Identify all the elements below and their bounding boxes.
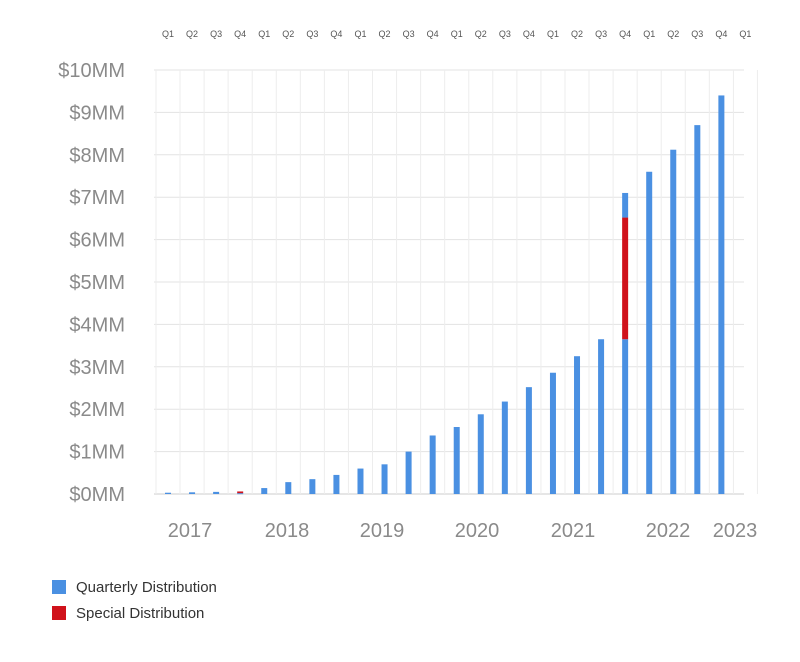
quarter-tick-label: Q3: [691, 29, 703, 39]
quarter-tick-label: Q3: [403, 29, 415, 39]
quarterly-distribution-bar: [381, 464, 388, 494]
quarterly-distribution-bar: [213, 491, 220, 494]
quarterly-distribution-bar: [477, 414, 484, 494]
quarterly-distribution-bar: [549, 372, 556, 494]
quarter-tick-label: Q3: [595, 29, 607, 39]
legend-swatch-special: [52, 606, 66, 620]
legend-item-special: Special Distribution: [52, 600, 217, 626]
y-tick-label: $10MM: [58, 60, 125, 82]
y-tick-label: $6MM: [69, 230, 125, 252]
y-tick-label: $9MM: [69, 102, 125, 124]
quarter-tick-label: Q1: [162, 29, 174, 39]
quarterly-distribution-bar: [165, 492, 171, 494]
quarterly-distribution-bar: [237, 493, 244, 495]
quarter-tick-label: Q1: [258, 29, 270, 39]
quarter-tick-label: Q4: [330, 29, 342, 39]
y-axis-labels: $0MM $1MM $2MM $3MM $4MM $5MM $6MM $7MM $8MM $9MM…: [58, 60, 125, 506]
quarter-tick-label: Q4: [619, 29, 631, 39]
quarterly-distribution-bar: [574, 356, 581, 494]
year-label: 2021: [551, 520, 596, 542]
legend-swatch-quarterly: [52, 580, 66, 594]
quarter-tick-label: Q3: [210, 29, 222, 39]
quarterly-distribution-bar: [718, 95, 725, 494]
year-label: 2022: [646, 520, 691, 542]
quarterly-distribution-bar: [333, 474, 340, 494]
quarterly-distribution-bar: [694, 125, 701, 495]
y-tick-label: $5MM: [69, 272, 125, 294]
year-label: 2018: [265, 520, 310, 542]
quarter-tick-label: Q1: [643, 29, 655, 39]
quarter-tick-label: Q1: [739, 29, 751, 39]
quarterly-distribution-bar: [285, 482, 292, 494]
y-tick-label: $3MM: [69, 357, 125, 379]
quarter-tick-label: Q4: [234, 29, 246, 39]
quarter-tick-label: Q3: [499, 29, 511, 39]
quarter-tick-label: Q4: [523, 29, 535, 39]
quarterly-distribution-bar: [429, 435, 436, 494]
y-tick-label: $7MM: [69, 187, 125, 209]
special-distribution-bar: [237, 491, 244, 494]
y-tick-label: $2MM: [69, 399, 125, 421]
quarterly-distribution-bar: [646, 171, 653, 494]
quarter-tick-label: Q4: [715, 29, 727, 39]
quarter-labels: Q1 Q2 Q3 Q4 Q1 Q2 Q3 Q4 Q1 Q2 Q3 Q4 Q1 Q2 Q3 Q4 Q1 Q2 Q3 Q4…: [162, 29, 751, 39]
quarter-tick-label: Q1: [354, 29, 366, 39]
quarterly-distribution-bar: [309, 479, 316, 494]
legend-label-quarterly: Quarterly Distribution: [76, 578, 217, 596]
y-tick-label: $1MM: [69, 442, 125, 464]
legend: Quarterly Distribution Special Distribut…: [52, 574, 217, 626]
y-tick-label: $8MM: [69, 145, 125, 167]
quarterly-distribution-bar: [525, 387, 532, 494]
quarterly-distribution-bar: [670, 149, 677, 494]
quarter-tick-label: Q2: [186, 29, 198, 39]
quarter-tick-label: Q3: [306, 29, 318, 39]
bars: [165, 95, 725, 495]
quarterly-distribution-bar: [405, 451, 412, 494]
distribution-chart: Q1 Q2 Q3 Q4 Q1 Q2 Q3 Q4 Q1 Q2 Q3 Q4 Q1 Q2 Q3 Q4 Q1 Q2 Q3 Q4…: [58, 29, 758, 542]
year-label: 2019: [360, 520, 405, 542]
quarterly-distribution-bar: [261, 488, 268, 494]
quarter-tick-label: Q1: [451, 29, 463, 39]
special-distribution-bar: [622, 217, 629, 340]
quarterly-distribution-bar: [501, 401, 508, 494]
grid-lines: [154, 69, 758, 495]
legend-label-special: Special Distribution: [76, 604, 205, 622]
quarter-tick-label: Q1: [547, 29, 559, 39]
quarter-tick-label: Q4: [427, 29, 439, 39]
quarterly-distribution-bar: [598, 339, 605, 494]
y-tick-label: $4MM: [69, 314, 125, 336]
year-labels: 2017 2018 2019 2020 2021 2022 2023: [168, 520, 758, 542]
quarterly-distribution-bar: [189, 492, 196, 494]
year-label: 2023: [713, 520, 758, 542]
quarter-tick-label: Q2: [475, 29, 487, 39]
quarterly-distribution-bar: [622, 192, 629, 218]
year-label: 2020: [455, 520, 500, 542]
quarterly-distribution-bar: [622, 339, 629, 494]
quarter-tick-label: Q2: [667, 29, 679, 39]
year-label: 2017: [168, 520, 213, 542]
quarterly-distribution-bar: [453, 427, 460, 494]
y-tick-label: $0MM: [69, 484, 125, 506]
quarter-tick-label: Q2: [571, 29, 583, 39]
quarter-tick-label: Q2: [282, 29, 294, 39]
quarter-tick-label: Q2: [379, 29, 391, 39]
quarterly-distribution-bar: [357, 468, 364, 494]
legend-item-quarterly: Quarterly Distribution: [52, 574, 217, 600]
